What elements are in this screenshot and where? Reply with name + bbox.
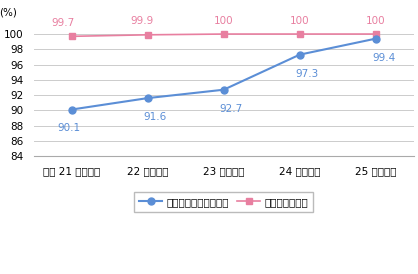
超高速ブロードバンド	[221, 88, 226, 91]
ブロードバンド	[373, 32, 378, 36]
ブロードバンド	[221, 32, 226, 36]
Text: 99.4: 99.4	[372, 53, 396, 62]
Text: 97.3: 97.3	[295, 68, 318, 79]
Text: 99.7: 99.7	[51, 18, 75, 28]
Text: 90.1: 90.1	[57, 124, 80, 133]
ブロードバンド	[145, 33, 150, 36]
Line: 超高速ブロードバンド: 超高速ブロードバンド	[68, 35, 379, 113]
Text: 100: 100	[290, 16, 310, 26]
Text: 91.6: 91.6	[143, 112, 166, 122]
ブロードバンド	[297, 32, 302, 36]
Text: 100: 100	[366, 16, 386, 26]
超高速ブロードバンド	[297, 53, 302, 56]
超高速ブロードバンド	[145, 96, 150, 100]
超高速ブロードバンド	[69, 108, 74, 111]
Text: 92.7: 92.7	[219, 104, 242, 114]
Line: ブロードバンド: ブロードバンド	[69, 31, 379, 39]
Text: (%): (%)	[0, 7, 17, 17]
Legend: 超高速ブロードバンド, ブロードバンド: 超高速ブロードバンド, ブロードバンド	[134, 192, 313, 212]
Text: 100: 100	[214, 16, 234, 26]
ブロードバンド	[69, 35, 74, 38]
超高速ブロードバンド	[373, 37, 378, 40]
Text: 99.9: 99.9	[130, 16, 154, 27]
